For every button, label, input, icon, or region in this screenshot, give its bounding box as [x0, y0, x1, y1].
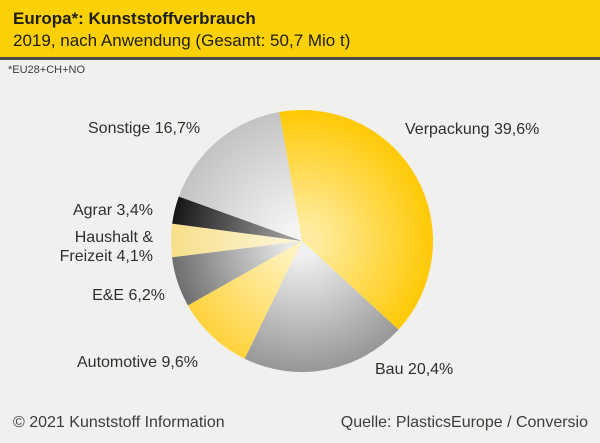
pie-slice-automotive: [187, 241, 302, 359]
chart-subtitle: 2019, nach Anwendung (Gesamt: 50,7 Mio t…: [13, 31, 351, 50]
pie-label-agrar: Agrar 3,4%: [72, 202, 153, 219]
footnote: *EU28+CH+NO: [8, 64, 86, 76]
pie-slice-haushalt-freizeit: [170, 223, 302, 258]
pie-slice-verpackung: [279, 110, 433, 330]
copyright-text: © 2021 Kunststoff Information: [13, 414, 225, 431]
source-text: Quelle: PlasticsEurope / Conversio: [340, 414, 588, 431]
pie-slice-bau: [244, 241, 399, 372]
pie-label-automotive: Automotive 9,6%: [77, 354, 198, 371]
chart-title: Europa*: Kunststoffverbrauch: [13, 9, 256, 28]
pie-slice-e-e: [172, 241, 302, 306]
pie-label-sonstige: Sonstige 16,7%: [88, 120, 201, 137]
pie-label-bau: Bau 20,4%: [375, 361, 454, 378]
pie-label-haushalt-freizeit: Haushalt & Freizeit 4,1%: [59, 229, 153, 265]
header-divider: [0, 57, 600, 60]
chart-header: Europa*: Kunststoffverbrauch 2019, nach …: [0, 0, 600, 57]
pie-slice-sonstige: [178, 111, 302, 242]
pie-label-verpackung: Verpackung 39,6%: [405, 121, 540, 138]
pie-label-ee: E&E 6,2%: [92, 287, 165, 304]
pie-slice-agrar: [172, 196, 302, 241]
